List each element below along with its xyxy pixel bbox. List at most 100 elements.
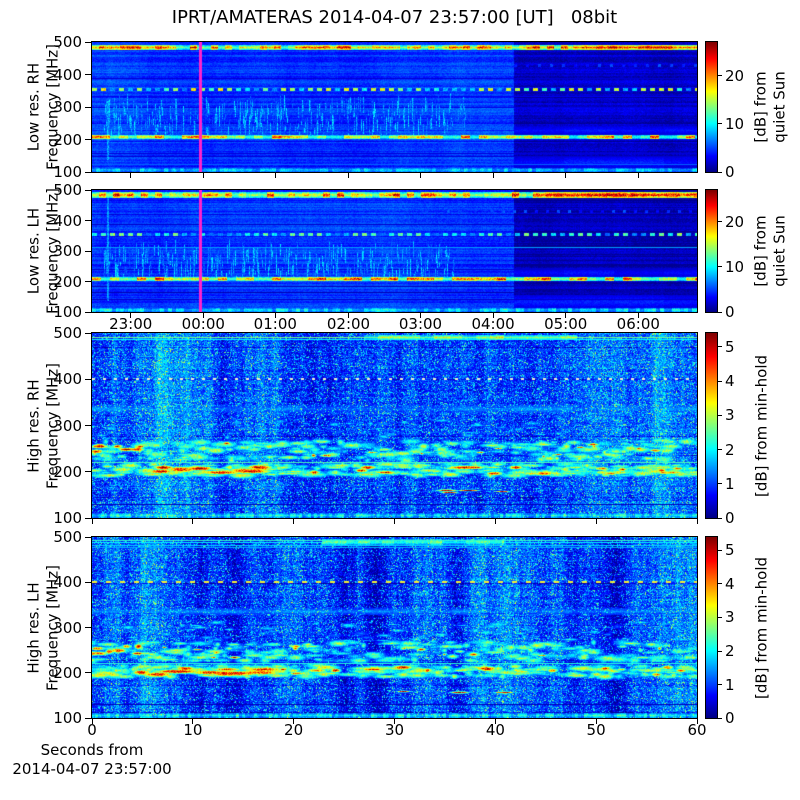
freq-tick (85, 41, 91, 43)
colorbar-label-line: quiet Sun (770, 215, 788, 287)
y-axis-label-low-res-lh: Low res. LH Frequency [MHz] (24, 188, 62, 314)
x-tick (492, 313, 494, 318)
freq-tick-label: 300 (53, 416, 82, 435)
colorbar-tick (718, 717, 722, 719)
x-tick (274, 313, 276, 318)
x-tick (494, 519, 496, 524)
spectrogram-canvas-high-res-rh (92, 333, 697, 518)
freq-tick (85, 672, 91, 674)
x-tick (274, 173, 276, 178)
seconds-axis-caption-line1: Seconds from (40, 741, 144, 759)
colorbar-tick-label: 1 (725, 675, 735, 694)
freq-tick-label: 500 (53, 33, 82, 51)
time-tick-label: 01:00 (253, 315, 297, 333)
spectrogram-panel-high-res-rh (91, 332, 698, 519)
x-tick (595, 719, 597, 724)
freq-tick (85, 536, 91, 538)
x-tick (494, 719, 496, 724)
freq-tick-label: 100 (53, 303, 82, 321)
seconds-tick-label: 0 (87, 721, 97, 739)
colorbar-tick-label: 4 (725, 574, 735, 593)
x-tick (394, 519, 395, 524)
y-axis-label-line: Low res. LH (24, 207, 43, 295)
colorbar-label-line: [dB] from (751, 71, 770, 143)
freq-tick (85, 74, 91, 75)
freq-tick-label: 100 (53, 509, 82, 527)
seconds-axis-caption-line2: 2014-04-07 23:57:00 (12, 759, 172, 778)
freq-tick-label: 200 (53, 462, 82, 481)
colorbar-tick-label: 4 (725, 372, 735, 390)
freq-tick-label: 500 (53, 528, 82, 546)
colorbar-tick-label: 2 (725, 440, 735, 459)
colorbar-tick (718, 449, 722, 450)
colorbar-tick (718, 517, 722, 519)
freq-tick-label: 100 (53, 709, 82, 727)
seconds-tick-label: 40 (485, 721, 505, 739)
x-tick (202, 173, 204, 178)
x-tick (637, 313, 639, 318)
colorbar-tick (718, 583, 722, 585)
colorbar-label-line: [dB] from min-hold (752, 354, 771, 497)
x-tick (192, 719, 194, 724)
x-tick (192, 519, 194, 524)
x-tick (492, 173, 494, 178)
spectrogram-canvas-low-res-rh (92, 42, 697, 172)
seconds-tick-label: 30 (384, 721, 405, 739)
x-tick (293, 519, 295, 524)
colorbar-canvas-low-res-lh (706, 190, 717, 312)
freq-tick-label: 500 (53, 324, 82, 342)
seconds-tick-label: 50 (586, 721, 606, 739)
freq-tick (85, 189, 91, 191)
colorbar-tick (718, 483, 722, 485)
colorbar-tick-label: 0 (725, 163, 735, 181)
colorbar-tick (718, 346, 722, 348)
freq-tick (85, 139, 91, 140)
colorbar-label-high-res-rh: [dB] from min-hold (753, 354, 772, 496)
colorbar-tick (718, 266, 722, 268)
colorbar-canvas-high-res-rh (706, 333, 717, 518)
freq-tick (85, 471, 91, 473)
freq-tick-label: 400 (53, 573, 82, 592)
freq-tick (85, 250, 91, 252)
colorbar-tick-label: 3 (725, 608, 735, 627)
colorbar-label-line: quiet Sun (770, 71, 788, 143)
x-tick (637, 173, 639, 178)
x-tick (202, 313, 204, 318)
colorbar-tick-label: 20 (725, 212, 745, 231)
seconds-tick-label: 10 (183, 721, 203, 739)
time-tick-label: 02:00 (326, 315, 371, 333)
time-tick-label: 23:00 (109, 315, 153, 333)
colorbar-tick-label: 1 (725, 474, 735, 493)
freq-tick-label: 300 (53, 98, 82, 116)
colorbar-tick-label: 5 (725, 541, 735, 560)
freq-tick (85, 425, 91, 426)
y-axis-label-line: Low res. RH (24, 62, 43, 152)
colorbar-tick-label: 10 (725, 257, 745, 276)
colorbar-low-res-lh (705, 189, 718, 313)
colorbar-tick-label: 0 (725, 509, 735, 527)
colorbar-tick (718, 75, 722, 77)
colorbar-label-line: [dB] from (751, 215, 770, 287)
colorbar-tick-label: 2 (725, 642, 735, 660)
y-axis-label-line: Frequency [MHz] (43, 187, 61, 315)
figure-title: IPRT/AMATERAS 2014-04-07 23:57:00 [UT] 0… (171, 7, 618, 28)
colorbar-tick-label: 0 (725, 709, 735, 727)
colorbar-tick (718, 549, 722, 551)
y-axis-label-line: Frequency [MHz] (43, 362, 61, 489)
y-axis-label-line: Frequency [MHz] (43, 43, 61, 171)
colorbar-tick (718, 414, 722, 416)
x-tick (293, 719, 295, 724)
colorbar-canvas-low-res-rh (706, 42, 717, 172)
x-tick (348, 173, 349, 178)
y-axis-label-line: High res. LH (24, 581, 43, 674)
x-tick (91, 719, 93, 724)
freq-tick-label: 400 (53, 211, 82, 230)
colorbar-tick-label: 3 (725, 406, 735, 425)
time-tick-label: 05:00 (544, 315, 588, 333)
freq-tick-label: 100 (53, 163, 82, 181)
colorbar-tick (718, 221, 722, 223)
colorbar-tick-label: 5 (725, 337, 735, 356)
colorbar-label-low-res-lh: [dB] from quiet Sun (751, 215, 789, 287)
spectrogram-canvas-low-res-lh (92, 190, 697, 312)
